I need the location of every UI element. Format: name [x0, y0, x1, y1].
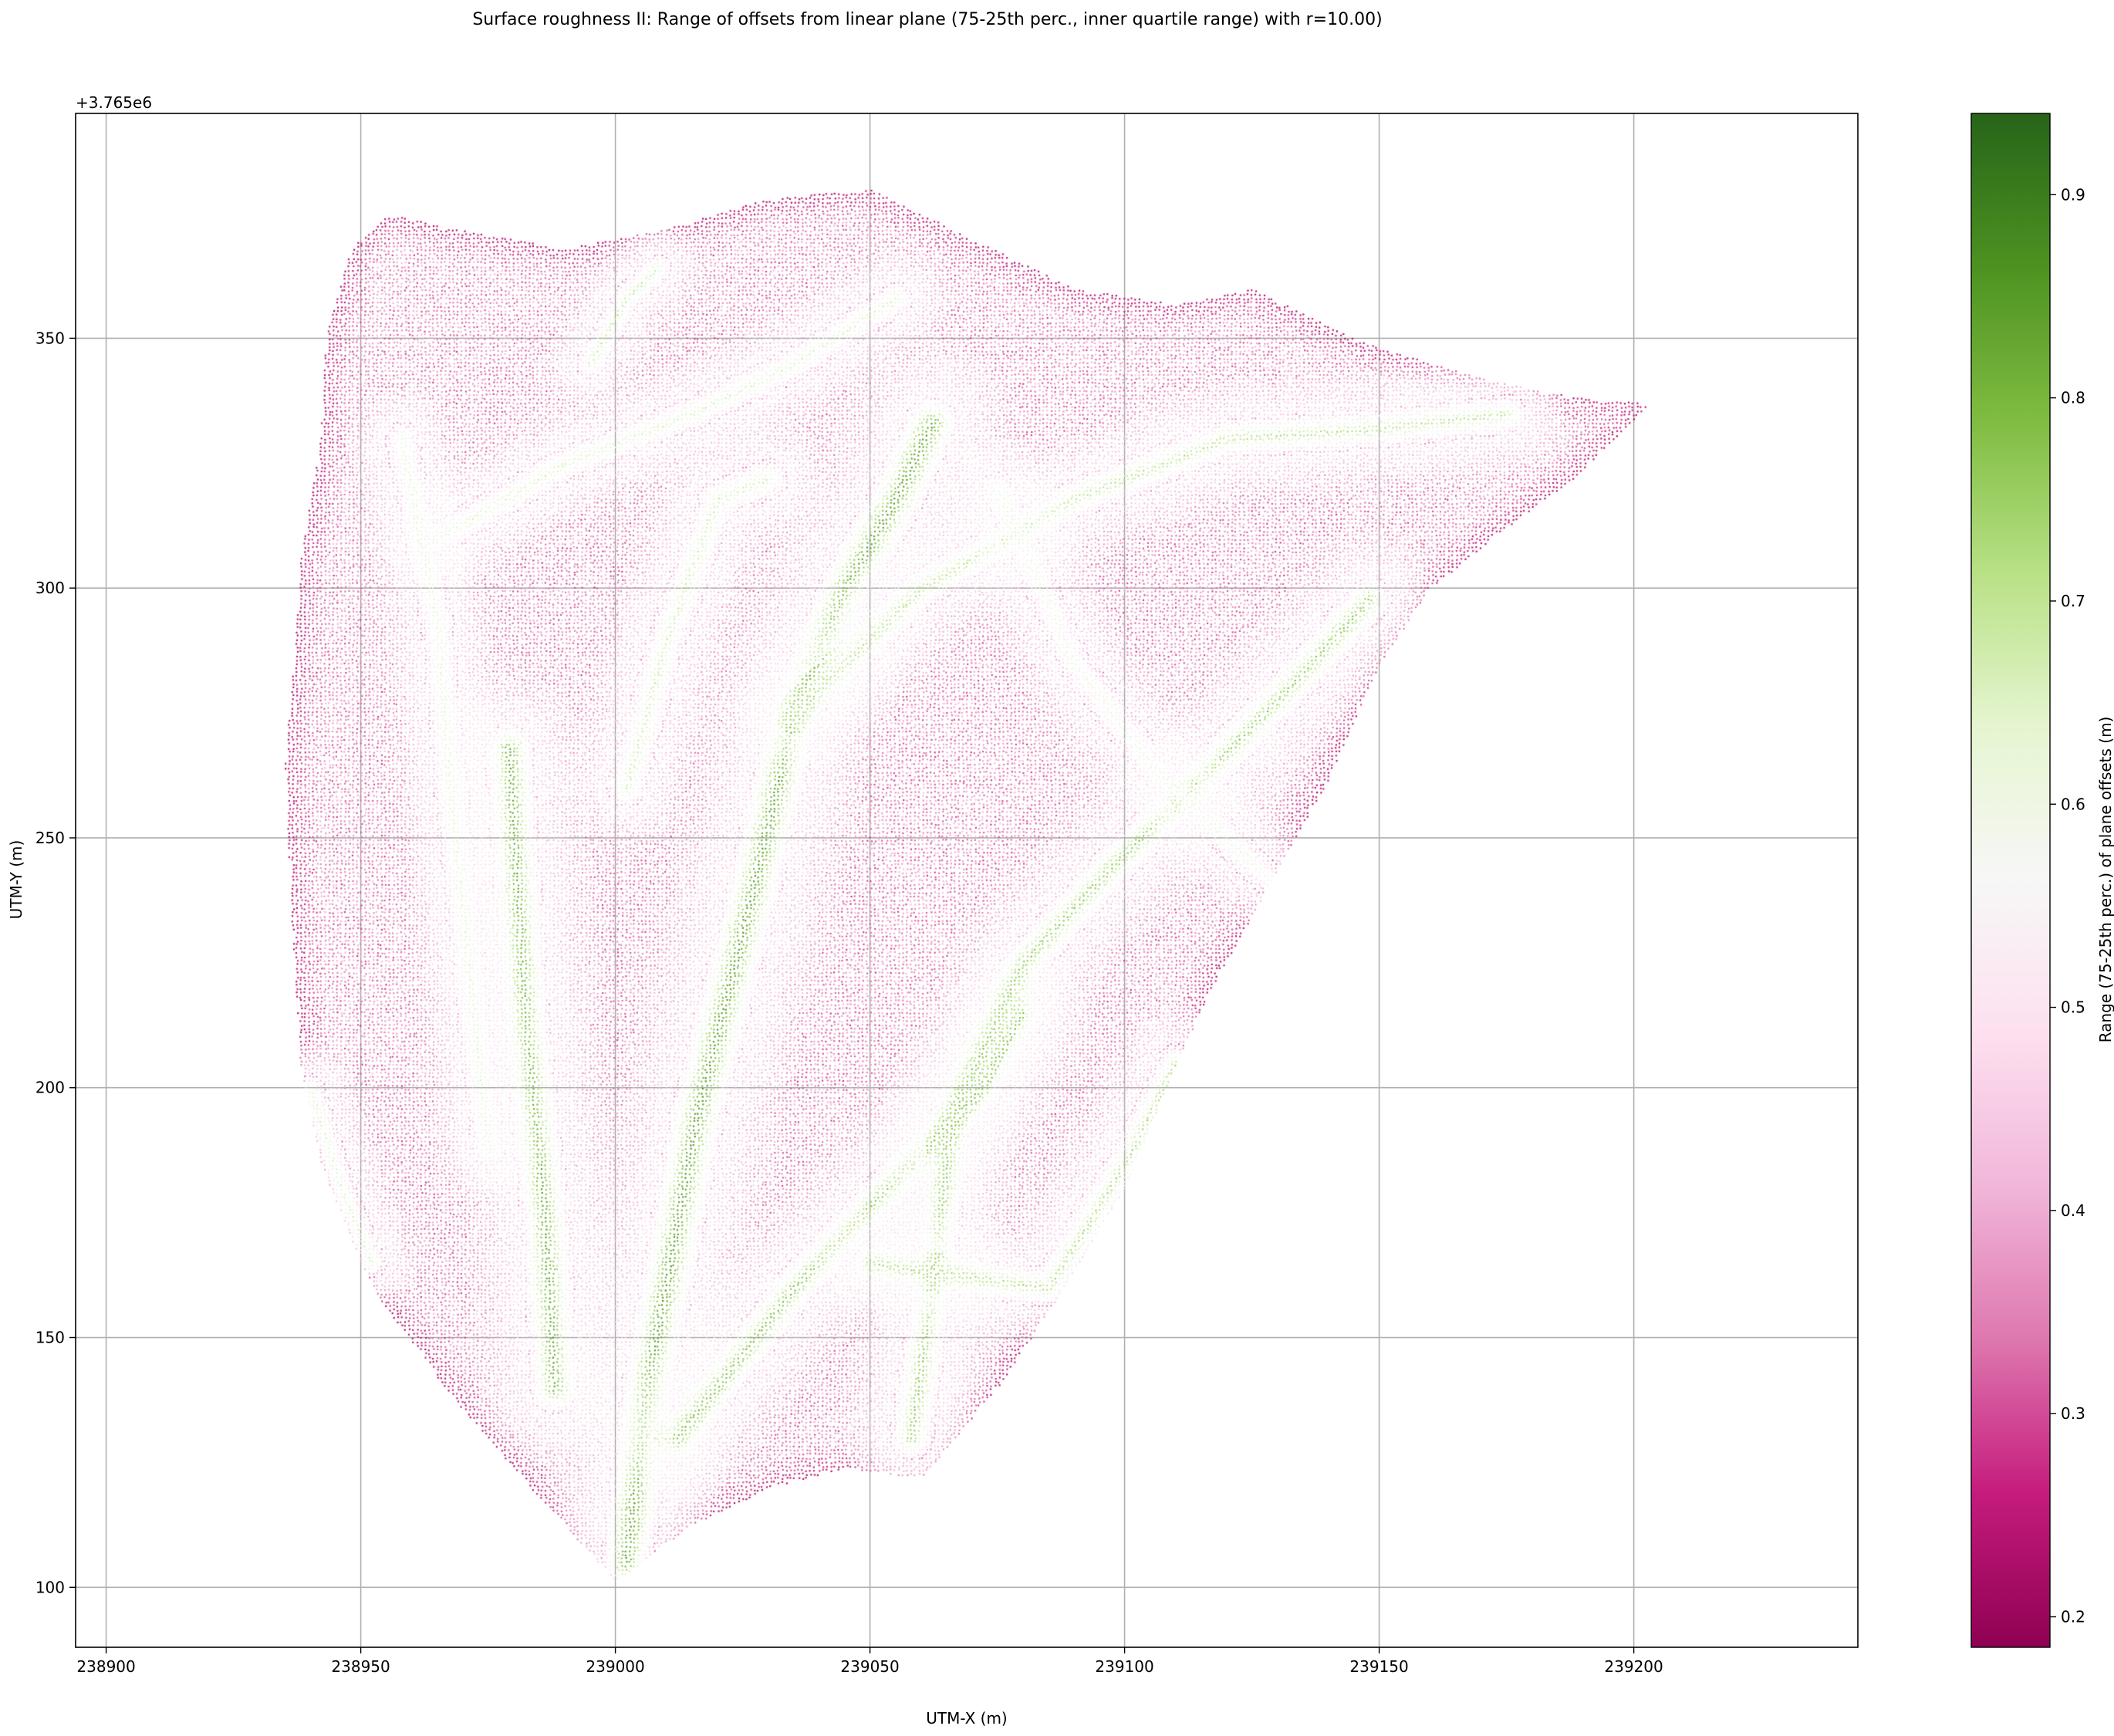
x-tick-label: 238950 — [331, 1657, 390, 1676]
colorbar-tick-label: 0.7 — [2061, 592, 2085, 610]
point-cloud — [76, 113, 1858, 1647]
colorbar-tick-label: 0.6 — [2061, 795, 2085, 813]
colorbar: 0.2 0.3 0.4 0.5 0.6 0.7 0.8 0.9 Range (75-25th … — [1970, 113, 2114, 1648]
plot-frame — [75, 113, 1859, 1648]
colorbar-ticks: 0.2 0.3 0.4 0.5 0.6 0.7 0.8 0.9 — [2050, 185, 2085, 1626]
x-tick-label: 239150 — [1349, 1657, 1408, 1676]
colorbar-tick-label: 0.4 — [2061, 1201, 2085, 1220]
x-tick-label: 238900 — [76, 1657, 135, 1676]
y-axis-label: UTM-Y (m) — [7, 840, 25, 920]
y-axis: 100 150 200 250 300 350 — [35, 329, 76, 1596]
colorbar-tick-label: 0.5 — [2061, 998, 2085, 1017]
x-tick-label: 239050 — [840, 1657, 899, 1676]
y-tick-label: 300 — [35, 579, 65, 597]
colorbar-tick-label: 0.8 — [2061, 389, 2085, 407]
colorbar-tick-label: 0.2 — [2061, 1608, 2085, 1626]
x-axis-label: UTM-X (m) — [926, 1709, 1007, 1728]
x-tick-label: 239200 — [1604, 1657, 1663, 1676]
x-tick-label: 239000 — [586, 1657, 644, 1676]
colorbar-gradient — [1970, 113, 2051, 1648]
colorbar-label: Range (75-25th perc.) of plane offsets (… — [2096, 717, 2114, 1043]
y-offset-label: +3.765e6 — [76, 93, 152, 112]
y-tick-label: 250 — [35, 829, 65, 847]
y-tick-label: 350 — [35, 329, 65, 347]
chart-title: Surface roughness II: Range of offsets f… — [472, 10, 1382, 29]
x-tick-label: 239100 — [1095, 1657, 1153, 1676]
y-tick-label: 150 — [35, 1329, 65, 1347]
y-tick-label: 100 — [35, 1578, 65, 1596]
colorbar-tick-label: 0.9 — [2061, 185, 2085, 204]
plot-area: 238900 238950 239000 239050 239100 239150 2392… — [35, 113, 1859, 1676]
colorbar-tick-label: 0.3 — [2061, 1404, 2085, 1423]
x-axis: 238900 238950 239000 239050 239100 239150 2392… — [76, 1647, 1663, 1676]
y-tick-label: 200 — [35, 1079, 65, 1097]
